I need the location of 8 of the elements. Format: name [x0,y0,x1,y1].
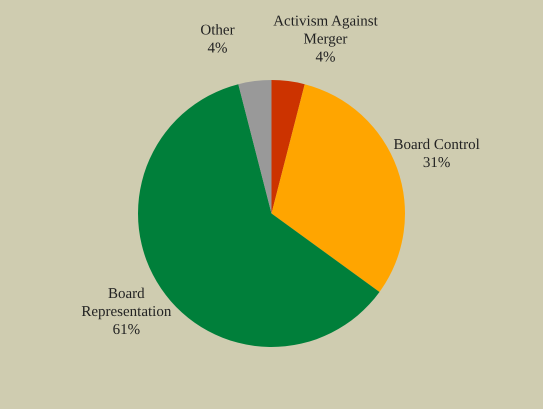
slice-label: Other [200,22,235,38]
data-label: 4% [208,40,228,56]
data-label: 4% [315,49,336,66]
data-label: 61% [112,322,140,338]
data-label: 31% [422,154,450,171]
slice-label: Activism Against Merger [273,13,379,48]
slice-label: Board Control [394,136,480,153]
slice-label: Board Representation [81,286,172,320]
